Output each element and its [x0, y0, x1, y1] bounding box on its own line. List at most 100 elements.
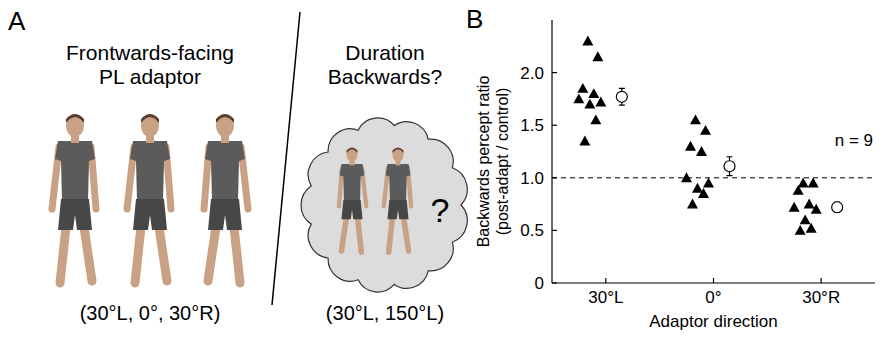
head: [216, 115, 234, 137]
y-tick-label: 0: [535, 274, 544, 293]
panel-letter: A: [8, 6, 26, 36]
panel-b: B 0 0.5 1.0 1.5 2.0 30°L 0° 30°R Adaptor directio…: [466, 4, 875, 331]
thought-cloud: [301, 118, 467, 292]
y-tick: [552, 282, 557, 283]
hair: [141, 114, 159, 123]
subject-point: [698, 188, 709, 198]
text-line: Backwards?: [328, 65, 442, 88]
subject-point: [579, 135, 590, 145]
leg: [389, 217, 393, 252]
panel-title: DurationBackwards?: [328, 41, 442, 88]
x-tick-label: 30°L: [588, 288, 623, 307]
walker-figure: [384, 147, 411, 252]
head: [392, 148, 403, 162]
walker-figure: [127, 114, 171, 283]
y-axis-title: Backwards percept ratio(post-adapt / con…: [475, 76, 511, 248]
leg: [358, 217, 362, 252]
subject-point: [685, 141, 696, 151]
text-line: Backwards percept ratio: [475, 76, 492, 248]
y-tick-label: 1.5: [520, 116, 544, 135]
mean-point: [616, 91, 627, 102]
subject-point: [696, 146, 707, 156]
mean-point: [832, 202, 843, 213]
leg: [84, 227, 92, 281]
subject-point: [681, 172, 692, 182]
text-line: (post-adapt / control): [494, 88, 511, 236]
subject-point: [700, 125, 711, 135]
head: [66, 115, 84, 137]
panel-letter: B: [466, 4, 483, 34]
subject-point: [584, 99, 595, 109]
text-line: Frontwards-facing: [66, 41, 234, 64]
y-tick-label: 1.0: [520, 169, 544, 188]
torso: [386, 164, 411, 201]
hair: [216, 114, 234, 123]
panel-title: Frontwards-facingPL adaptor: [66, 41, 234, 88]
question-mark: ?: [431, 191, 450, 229]
head: [346, 148, 357, 162]
torso: [130, 141, 170, 201]
hair: [346, 147, 357, 153]
walker-figure: [339, 147, 366, 252]
text-line: PL adaptor: [99, 65, 201, 88]
reference-line: [552, 177, 875, 178]
shorts: [133, 199, 167, 230]
subject-point: [808, 178, 819, 188]
leg: [60, 227, 66, 283]
subject-point: [592, 51, 603, 61]
torso: [55, 141, 95, 201]
y-axis: [551, 20, 552, 283]
hair: [392, 147, 403, 153]
subject-point: [582, 36, 593, 46]
y-tick-label: 0.5: [520, 221, 544, 240]
panel-a: A Frontwards-facingPL adaptor DurationBack…: [8, 6, 467, 324]
leg: [404, 217, 409, 250]
subject-point: [703, 178, 714, 188]
direction-label: (30°L, 0°, 30°R): [80, 302, 221, 324]
walker-figure: [52, 114, 96, 283]
subject-point: [573, 93, 584, 103]
direction-label: (30°L, 150°L): [326, 302, 444, 324]
y-tick: [552, 230, 557, 231]
x-tick-label: 0°: [705, 288, 721, 307]
shorts: [387, 200, 408, 219]
y-tick-label: 2.0: [520, 64, 544, 83]
subject-point: [590, 114, 601, 124]
subject-point: [800, 214, 811, 224]
subject-point: [793, 185, 804, 195]
leg: [159, 227, 167, 281]
subject-point: [595, 97, 606, 107]
plot-area: [552, 36, 875, 235]
subject-point: [690, 114, 701, 124]
torso: [340, 164, 365, 201]
sample-size-note: n = 9: [835, 131, 873, 150]
subject-point: [588, 88, 599, 98]
subject-point: [806, 223, 817, 233]
subject-point: [687, 199, 698, 209]
shorts: [208, 199, 242, 230]
y-tick: [552, 72, 557, 73]
leg: [234, 227, 240, 283]
hair: [66, 114, 84, 123]
head: [141, 115, 159, 137]
subject-point: [811, 204, 822, 214]
torso: [205, 141, 245, 201]
shorts: [341, 200, 362, 219]
subject-point: [577, 83, 588, 93]
subject-point: [692, 183, 703, 193]
mean-point: [724, 161, 735, 172]
text-line: Duration: [345, 41, 424, 64]
subject-point: [804, 199, 815, 209]
subject-point: [798, 178, 809, 188]
x-tick: [713, 278, 714, 283]
shorts: [58, 199, 92, 230]
x-tick-label: 30°R: [802, 288, 840, 307]
x-tick: [605, 278, 606, 283]
figure: AFrontwards-facingPL adaptorDurationBack…: [0, 0, 887, 337]
divider: [272, 12, 300, 305]
subject-point: [795, 225, 806, 235]
y-tick: [552, 125, 557, 126]
leg: [135, 227, 141, 283]
x-axis-title: Adaptor direction: [649, 312, 778, 331]
x-tick: [821, 278, 822, 283]
